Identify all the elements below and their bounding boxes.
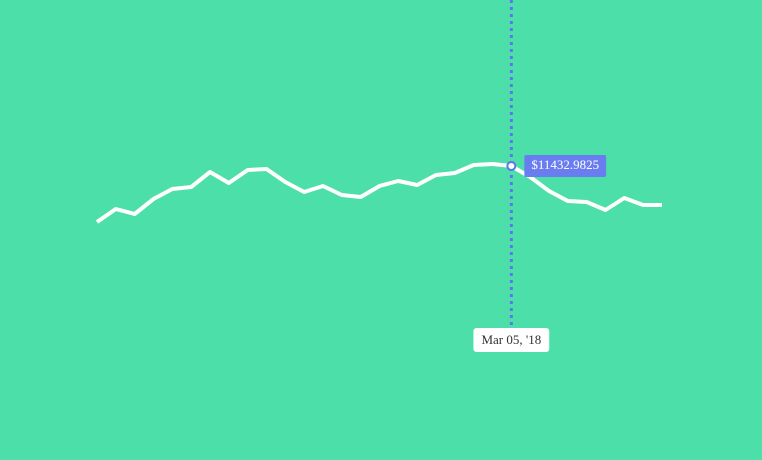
tooltip-box [473,328,550,352]
x-tick-label: Mar 05, '18 [481,332,541,347]
hover-point [506,160,517,171]
tooltip-box [524,154,607,177]
value-tooltip: $11432.9825 [524,154,607,177]
date-tooltip: Mar 05, '18 [473,328,550,352]
line-series [95,162,662,224]
value-label: $11432.9825 [531,157,599,172]
